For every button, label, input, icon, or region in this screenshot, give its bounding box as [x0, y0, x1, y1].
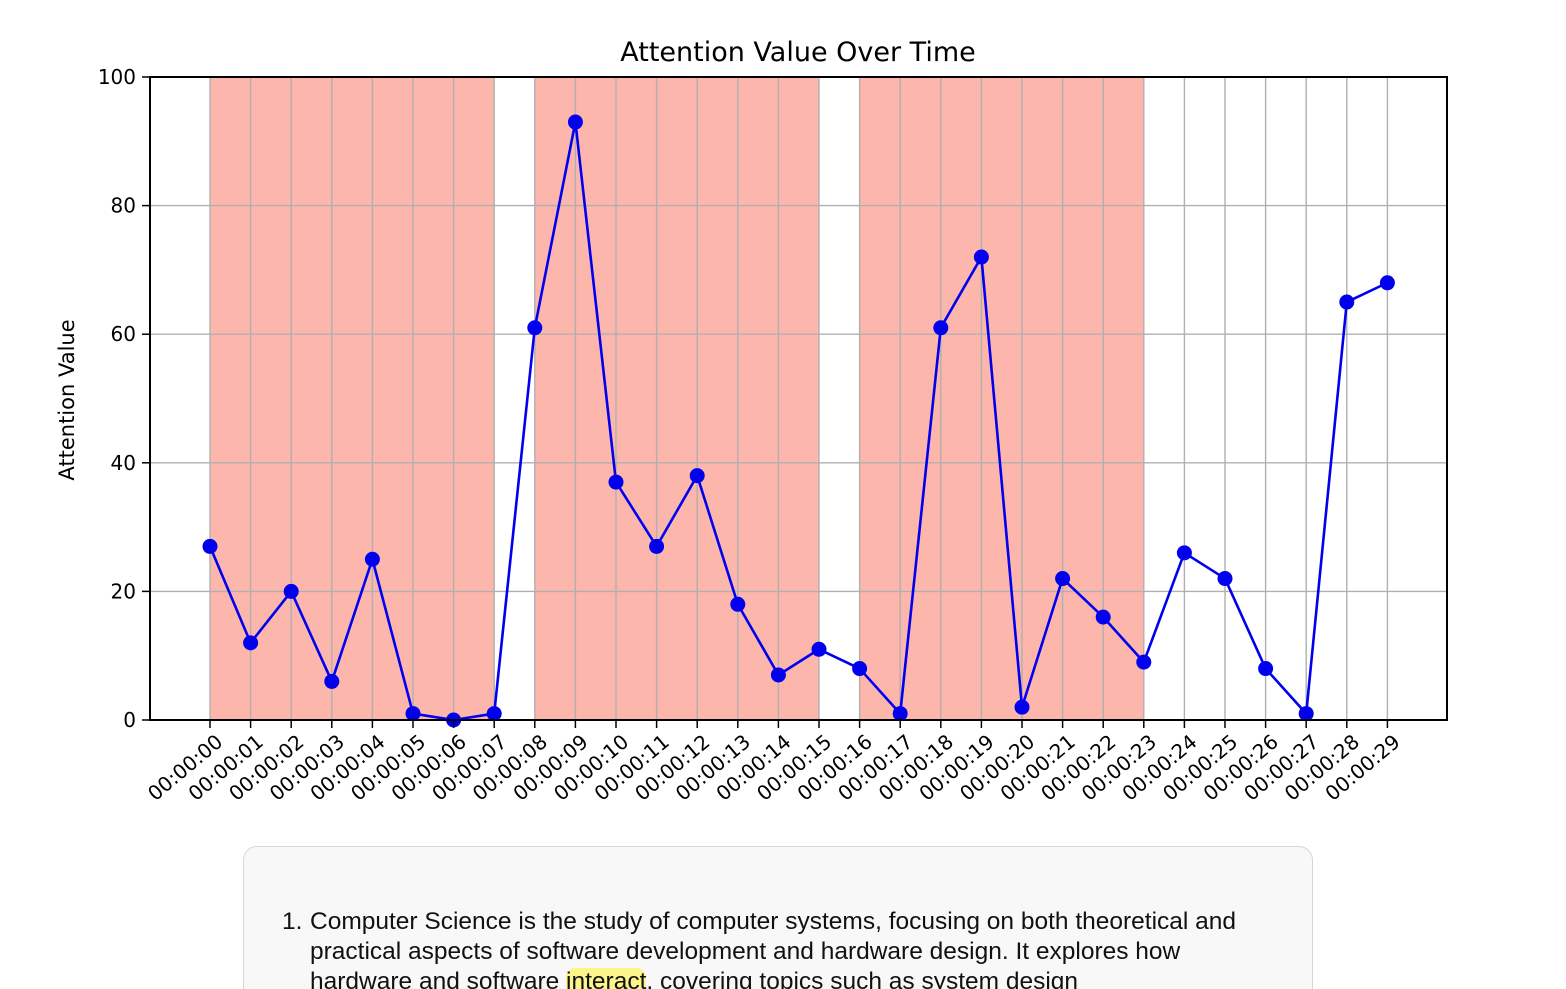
- y-tick-label: 20: [111, 579, 136, 603]
- y-tick-label: 80: [111, 194, 136, 218]
- y-tick-label: 60: [111, 322, 136, 346]
- data-point: [1217, 571, 1233, 587]
- list-item: 1. Computer Science is the study of compu…: [282, 907, 1282, 989]
- data-point: [649, 538, 665, 554]
- attention-chart: 0 20 40 60 80 100 00:00:0000:00:0100:00:0200:…: [55, 37, 1448, 806]
- y-tick-label: 100: [98, 65, 136, 89]
- data-point: [1339, 294, 1355, 310]
- chart-title: Attention Value Over Time: [620, 37, 976, 68]
- shaded-region-2: [534, 77, 819, 720]
- data-point: [324, 673, 340, 689]
- data-point: [1095, 609, 1111, 625]
- shaded-region-1: [210, 77, 495, 720]
- series-line: [208, 120, 1388, 722]
- plot-frame: [149, 76, 1448, 721]
- data-point: [1055, 571, 1071, 587]
- data-point: [202, 538, 218, 554]
- text-before: Computer Science is the study of compute…: [310, 908, 1237, 989]
- description-list: 1. Computer Science is the study of compu…: [282, 907, 1282, 989]
- data-point: [892, 706, 908, 722]
- shaded-region-3: [859, 77, 1144, 720]
- data-point: [811, 641, 827, 657]
- data-point: [1136, 654, 1152, 670]
- data-point: [933, 320, 949, 336]
- description-card: 1. Computer Science is the study of compu…: [243, 846, 1313, 989]
- data-point: [608, 474, 624, 490]
- data-point: [283, 583, 299, 599]
- data-points: [202, 114, 1395, 728]
- highlighted-word: interact: [566, 968, 647, 989]
- data-point: [1298, 706, 1314, 722]
- data-point: [689, 468, 705, 484]
- data-point: [1176, 545, 1192, 561]
- data-point: [770, 667, 786, 683]
- data-point: [527, 320, 543, 336]
- data-point: [730, 596, 746, 612]
- x-axis-ticks: 00:00:0000:00:0100:00:0200:00:0300:00:04…: [143, 720, 1405, 806]
- item-number: 1.: [282, 908, 303, 935]
- data-point: [973, 249, 989, 265]
- y-axis-label: Attention Value: [55, 319, 79, 480]
- attention-line: [208, 120, 1388, 722]
- data-point: [486, 706, 502, 722]
- data-point: [405, 706, 421, 722]
- data-point: [243, 635, 259, 651]
- y-tick-label: 0: [123, 708, 136, 732]
- data-point: [1258, 661, 1274, 677]
- data-point: [567, 114, 583, 130]
- data-point: [364, 551, 380, 567]
- data-point: [852, 661, 868, 677]
- y-tick-label: 40: [111, 451, 136, 475]
- text-after: , covering topics such as system design: [646, 968, 1079, 989]
- data-point: [1379, 275, 1395, 291]
- y-axis-ticks: 0 20 40 60 80 100: [98, 65, 150, 732]
- data-point: [1014, 699, 1030, 715]
